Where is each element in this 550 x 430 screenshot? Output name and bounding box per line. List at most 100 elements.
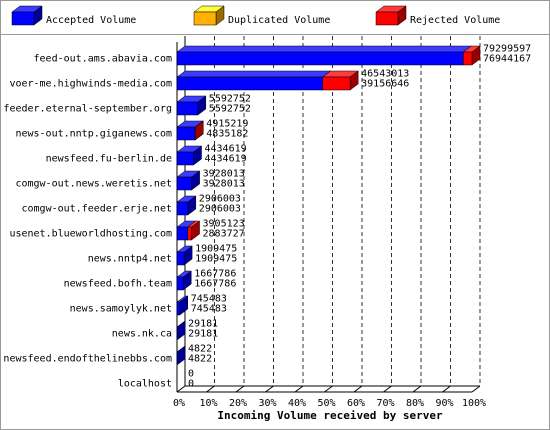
accepted-label: 4835182 bbox=[206, 129, 248, 140]
bar-segment bbox=[176, 245, 193, 266]
x-tick-label: 10% bbox=[199, 398, 217, 409]
y-tick-label: news.nk.ca bbox=[112, 329, 172, 340]
bar-segment bbox=[176, 170, 201, 191]
accepted-label: 4822 bbox=[188, 354, 212, 365]
y-tick-label: newsfeed.endofthelinebbs.com bbox=[3, 354, 172, 365]
total-label: 79299597 bbox=[483, 44, 531, 55]
bar-front bbox=[176, 176, 192, 191]
x-tick-label: 0% bbox=[173, 398, 185, 409]
y-tick-label: news.nntp4.net bbox=[88, 254, 172, 265]
accepted-label: 0 bbox=[188, 379, 194, 390]
bar-front bbox=[322, 76, 351, 91]
bar-top bbox=[176, 70, 332, 78]
total-label: 3905123 bbox=[203, 219, 245, 230]
bar-segment bbox=[176, 320, 186, 341]
bar-segment bbox=[321, 70, 359, 91]
total-label: 29181 bbox=[188, 319, 218, 330]
bar-front bbox=[176, 151, 194, 166]
y-tick-label: news-out.nntp.giganews.com bbox=[15, 129, 172, 140]
x-tick bbox=[471, 385, 481, 393]
x-tick-label: 60% bbox=[347, 398, 365, 409]
accepted-label: 29181 bbox=[188, 329, 218, 340]
accepted-label: 1667786 bbox=[194, 279, 236, 290]
x-tick bbox=[383, 385, 392, 393]
bar-top bbox=[176, 45, 472, 53]
bar-front bbox=[187, 226, 192, 241]
legend-label: Duplicated Volume bbox=[228, 15, 330, 26]
bar-segment bbox=[462, 45, 481, 66]
x-tick bbox=[294, 385, 304, 393]
bar-front bbox=[176, 101, 199, 116]
bar-front bbox=[176, 251, 185, 266]
y-tick-label: newsfeed.bofh.team bbox=[64, 279, 172, 290]
accepted-label: 3928013 bbox=[203, 179, 245, 190]
bar-segment bbox=[176, 145, 203, 166]
x-tick-label: 70% bbox=[376, 398, 394, 409]
total-label: 0 bbox=[188, 369, 194, 380]
x-tick-label: 30% bbox=[258, 398, 276, 409]
accepted-label: 5592752 bbox=[209, 104, 251, 115]
legend-label: Rejected Volume bbox=[410, 15, 500, 26]
legend-swatch-front bbox=[375, 11, 399, 26]
x-tick bbox=[235, 385, 245, 393]
accepted-label: 39156646 bbox=[361, 79, 409, 90]
x-tick bbox=[206, 385, 215, 393]
bar-front bbox=[176, 201, 189, 216]
total-label: 5592752 bbox=[209, 94, 251, 105]
bar-front bbox=[176, 76, 323, 91]
y-tick-label: localhost bbox=[118, 379, 172, 390]
total-label: 4434619 bbox=[204, 144, 246, 155]
x-tick bbox=[442, 385, 451, 393]
y-tick-label: news.samoylyk.net bbox=[70, 304, 172, 315]
bar-front bbox=[176, 226, 188, 241]
x-tick-label: 50% bbox=[317, 398, 335, 409]
y-tick-label: comgw-out.news.weretis.net bbox=[15, 179, 172, 190]
y-tick-label: usenet.blueworldhosting.com bbox=[9, 229, 172, 240]
bar-front bbox=[176, 126, 196, 141]
x-tick-label: 20% bbox=[229, 398, 247, 409]
bar-segment bbox=[176, 95, 207, 116]
legend-swatch-front bbox=[193, 11, 217, 26]
bar-segment bbox=[176, 295, 189, 316]
bar-segment bbox=[186, 220, 201, 241]
legend-item: Duplicated Volume bbox=[193, 5, 330, 26]
total-label: 4822 bbox=[188, 344, 212, 355]
x-tick-label: 90% bbox=[435, 398, 453, 409]
bar-segment bbox=[176, 195, 197, 216]
total-label: 1667786 bbox=[194, 269, 236, 280]
x-tick bbox=[265, 385, 274, 393]
bar-front bbox=[176, 51, 464, 66]
x-tick-label: 40% bbox=[288, 398, 306, 409]
x-tick-label: 100% bbox=[462, 398, 486, 409]
bar-segment bbox=[194, 120, 205, 141]
bar-front bbox=[462, 51, 473, 66]
x-tick bbox=[324, 385, 333, 393]
x-tick-label: 80% bbox=[406, 398, 424, 409]
y-tick-label: feed-out.ams.abavia.com bbox=[34, 54, 172, 65]
legend-item: Rejected Volume bbox=[375, 5, 500, 26]
accepted-label: 2906003 bbox=[199, 204, 241, 215]
legend-item: Accepted Volume bbox=[11, 5, 136, 26]
bar-segment bbox=[176, 345, 186, 366]
x-tick bbox=[176, 385, 186, 393]
y-tick-label: voer-me.highwinds-media.com bbox=[9, 79, 172, 90]
total-label: 3928013 bbox=[203, 169, 245, 180]
accepted-label: 2883727 bbox=[203, 229, 245, 240]
bar-segment bbox=[176, 270, 192, 291]
y-tick-label: feeder.eternal-september.org bbox=[3, 104, 172, 115]
y-tick-label: newsfeed.fu-berlin.de bbox=[46, 154, 172, 165]
y-tick-label: comgw-out.feeder.erje.net bbox=[21, 204, 172, 215]
total-label: 4915219 bbox=[206, 119, 248, 130]
total-label: 745483 bbox=[191, 294, 227, 305]
total-label: 2906003 bbox=[199, 194, 241, 205]
legend-swatch-front bbox=[11, 11, 35, 26]
x-tick bbox=[412, 385, 422, 393]
bar-segment bbox=[176, 45, 472, 66]
accepted-label: 1909475 bbox=[195, 254, 237, 265]
bar-front bbox=[176, 301, 181, 316]
legend-label: Accepted Volume bbox=[46, 15, 136, 26]
accepted-label: 76944167 bbox=[483, 54, 531, 65]
total-label: 1909475 bbox=[195, 244, 237, 255]
x-tick bbox=[353, 385, 363, 393]
